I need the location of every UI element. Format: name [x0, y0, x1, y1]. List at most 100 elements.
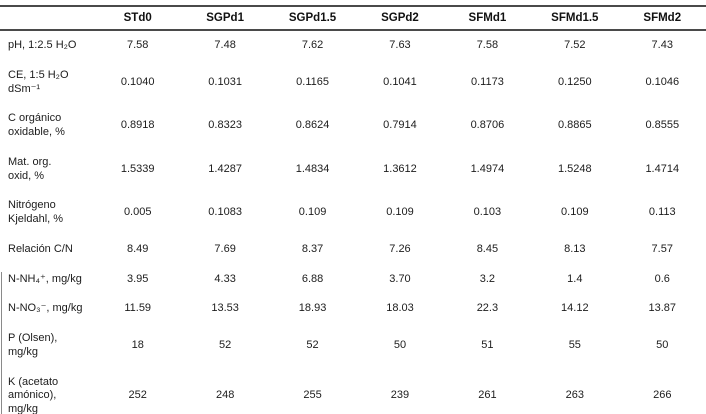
- column-header: SGPd2: [356, 6, 444, 31]
- cell-value: 1.4974: [470, 162, 505, 175]
- cell-value: 50: [393, 338, 407, 351]
- soil-properties-table: STd0 SGPd1 SGPd1.5 SGPd2 SFMd1 SFMd1.5 SFMd2 p…: [0, 5, 706, 414]
- cell-value: 3.70: [389, 272, 411, 285]
- cell-value: 239: [390, 389, 410, 402]
- table-row: N-NH₄⁺, mg/kg 3.95 4.33 6.88 3.70 3.2 1.4 0.6: [0, 265, 706, 295]
- cell-value: 0.8918: [120, 119, 155, 132]
- table-header-row: STd0 SGPd1 SGPd1.5 SGPd2 SFMd1 SFMd1.5 SFMd2: [0, 6, 706, 31]
- cell-value: 0.1250: [557, 75, 592, 88]
- cell-value: 0.8555: [645, 119, 680, 132]
- row-label: CE, 1:5 H₂O dSm⁻¹: [8, 68, 69, 95]
- column-header: SGPd1.5: [268, 6, 357, 31]
- cell-value: 0.1165: [296, 75, 329, 88]
- cell-value: 0.113: [648, 206, 676, 219]
- table-row: K (acetato amónico), mg/kg 252 248 255 239 26…: [0, 368, 706, 414]
- cell-value: 266: [653, 389, 672, 402]
- cell-value: 8.13: [564, 242, 586, 255]
- page-edge-line: [1, 272, 2, 414]
- cell-value: 0.8323: [208, 119, 242, 132]
- cell-value: 0.8624: [295, 119, 330, 132]
- cell-value: 8.45: [476, 242, 499, 255]
- cell-value: 11.59: [124, 302, 152, 315]
- corner-header: [0, 6, 94, 31]
- column-header: SGPd1: [181, 6, 269, 31]
- cell-value: 0.1046: [645, 75, 680, 88]
- cell-value: 1.5339: [120, 162, 155, 175]
- cell-value: 0.1173: [470, 75, 504, 88]
- cell-value: 0.109: [561, 206, 589, 219]
- cell-value: 3.95: [127, 272, 149, 285]
- cell-value: 13.53: [211, 302, 239, 315]
- cell-value: 7.52: [564, 39, 586, 51]
- cell-value: 0.8706: [470, 119, 505, 132]
- table-row: N-NO₃⁻, mg/kg 11.59 13.53 18.93 18.03 22.3 14.…: [0, 294, 706, 324]
- row-label: N-NH₄⁺, mg/kg: [8, 272, 82, 285]
- cell-value: 7.69: [214, 242, 236, 255]
- cell-value: 1.4: [567, 272, 583, 285]
- column-header: SFMd2: [618, 6, 706, 31]
- cell-value: 0.6: [654, 272, 670, 285]
- cell-value: 7.58: [476, 39, 499, 51]
- row-label: P (Olsen), mg/kg: [8, 332, 58, 358]
- cell-value: 18.03: [386, 302, 414, 315]
- cell-value: 7.57: [651, 242, 673, 255]
- cell-value: 14.12: [561, 302, 589, 315]
- cell-value: 7.43: [651, 39, 673, 51]
- table-body: pH, 1:2.5 H₂O 7.58 7.48 7.62 7.63 7.58 7.52 7.4…: [0, 30, 706, 414]
- cell-value: 22.3: [476, 302, 499, 315]
- table-row: Mat. org. oxid, % 1.5339 1.4287 1.4834 1.361…: [0, 148, 706, 192]
- cell-value: 7.58: [127, 39, 149, 51]
- row-label: Nitrógeno Kjeldahl, %: [8, 199, 64, 225]
- cell-value: 13.87: [648, 302, 677, 315]
- cell-value: 7.26: [389, 242, 411, 255]
- column-header: SFMd1: [443, 6, 532, 31]
- cell-value: 1.3612: [383, 162, 417, 175]
- row-label: pH, 1:2.5 H₂O: [8, 39, 77, 51]
- table-head: STd0 SGPd1 SGPd1.5 SGPd2 SFMd1 SFMd1.5 SFMd2: [0, 6, 706, 31]
- row-label: Relación C/N: [8, 242, 73, 255]
- column-header: STd0: [94, 6, 182, 31]
- cell-value: 0.1040: [120, 75, 155, 88]
- cell-value: 0.7914: [383, 119, 417, 132]
- cell-value: 7.63: [389, 39, 411, 51]
- cell-value: 0.109: [386, 206, 414, 219]
- cell-value: 263: [565, 389, 584, 402]
- cell-value: 52: [219, 338, 232, 351]
- cell-value: 50: [656, 338, 669, 351]
- row-label: C orgánico oxidable, %: [8, 112, 65, 138]
- cell-value: 7.62: [301, 39, 324, 51]
- cell-value: 1.4287: [208, 162, 242, 175]
- cell-value: 52: [306, 338, 319, 351]
- cell-value: 255: [303, 389, 322, 402]
- table-row: C orgánico oxidable, % 0.8918 0.8323 0.8624…: [0, 104, 706, 148]
- row-label: Mat. org. oxid, %: [8, 155, 52, 182]
- table-row: pH, 1:2.5 H₂O 7.58 7.48 7.62 7.63 7.58 7.52 7.4…: [0, 30, 706, 61]
- cell-value: 252: [128, 389, 147, 402]
- cell-value: 8.49: [127, 242, 149, 255]
- cell-value: 248: [215, 389, 235, 402]
- cell-value: 8.37: [301, 242, 324, 255]
- cell-value: 0.1083: [208, 206, 242, 219]
- cell-value: 3.2: [479, 272, 496, 285]
- row-label: N-NO₃⁻, mg/kg: [8, 302, 83, 315]
- cell-value: 4.33: [214, 272, 236, 285]
- cell-value: 1.4834: [295, 162, 330, 175]
- cell-value: 0.109: [298, 206, 327, 219]
- cell-value: 0.1041: [383, 75, 417, 88]
- cell-value: 55: [568, 338, 581, 351]
- table-row: Nitrógeno Kjeldahl, % 0.005 0.1083 0.109 0.1…: [0, 191, 706, 235]
- column-header: SFMd1.5: [531, 6, 619, 31]
- cell-value: 51: [481, 338, 494, 351]
- cell-value: 1.5248: [557, 162, 592, 175]
- table-row: CE, 1:5 H₂O dSm⁻¹ 0.1040 0.1031 0.1165 0.104…: [0, 61, 706, 105]
- cell-value: 0.1031: [208, 75, 242, 88]
- cell-value: 261: [478, 389, 497, 402]
- cell-value: 6.88: [301, 272, 324, 285]
- cell-value: 0.103: [473, 206, 502, 219]
- cell-value: 18: [131, 338, 144, 351]
- cell-value: 7.48: [214, 39, 236, 51]
- cell-value: 18.93: [298, 302, 327, 315]
- table-row: Relación C/N 8.49 7.69 8.37 7.26 8.45 8.13 7.57: [0, 235, 706, 265]
- row-label: K (acetato amónico), mg/kg: [8, 375, 59, 414]
